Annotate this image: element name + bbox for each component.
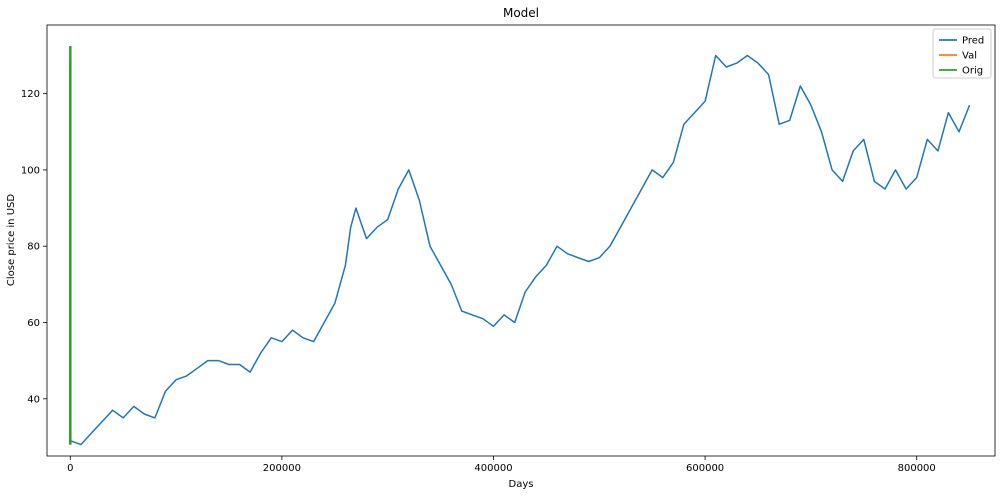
chart-title: Model (503, 6, 539, 20)
y-tick-label: 100 (21, 165, 40, 176)
x-tick-label: 400000 (474, 463, 512, 474)
x-axis: 0 200000 400000 600000 800000 (67, 456, 936, 474)
y-axis: 40 60 80 100 120 (21, 89, 47, 405)
y-tick-label: 60 (27, 318, 40, 329)
y-tick-label: 120 (21, 89, 40, 100)
plot-frame (46, 24, 996, 457)
y-tick-label: 80 (27, 242, 40, 253)
legend-label-orig: Orig (962, 66, 983, 77)
legend: Pred Val Orig (932, 28, 992, 79)
x-tick-label: 200000 (263, 463, 301, 474)
legend-label-pred: Pred (962, 36, 984, 47)
x-tick-label: 800000 (898, 463, 936, 474)
x-axis-title: Days (509, 479, 534, 490)
y-axis-title: Close price in USD (6, 194, 17, 286)
legend-box (932, 28, 992, 79)
legend-label-val: Val (962, 51, 977, 62)
series-line-pred (70, 54, 971, 446)
y-tick-label: 40 (27, 394, 40, 405)
x-tick-label: 600000 (686, 463, 724, 474)
x-tick-label: 0 (67, 463, 73, 474)
series-layer (69, 46, 971, 446)
